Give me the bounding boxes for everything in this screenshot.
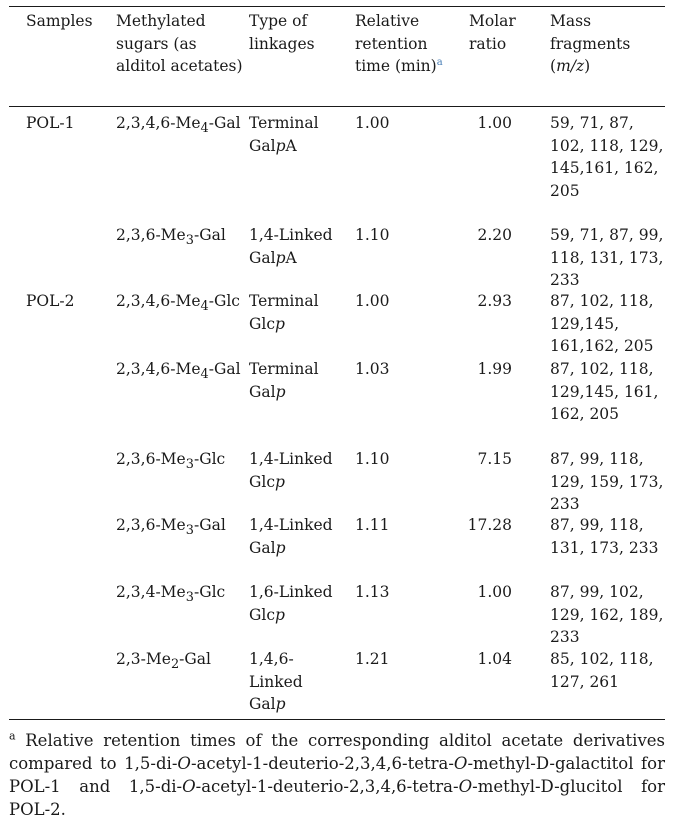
row-methylated-sugar: 2,3,4,6-Me4-Glc xyxy=(116,292,240,315)
row-methylated-sugar: 2,3,4,6-Me4-Gal xyxy=(116,114,241,137)
row-methylated-sugar: 2,3-Me2-Gal xyxy=(116,650,211,673)
header-molar-ratio: Molar ratio xyxy=(469,12,516,53)
row-linkage-type: Terminal Glcp xyxy=(249,292,319,333)
row-sample: POL-2 xyxy=(26,292,75,310)
bottom-rule xyxy=(9,719,665,720)
row-molar-ratio: 1.99 xyxy=(477,360,512,378)
row-mass-fragments: 59, 71, 87, 102, 118, 129, 145,161, 162,… xyxy=(550,114,664,200)
footnote-mark: a xyxy=(9,729,16,743)
row-retention-time: 1.13 xyxy=(355,583,390,601)
row-linkage-type: 1,6-Linked Glcp xyxy=(249,583,333,624)
row-molar-ratio: 2.20 xyxy=(477,226,512,244)
row-methylated-sugar: 2,3,6-Me3-Gal xyxy=(116,516,226,539)
row-linkage-type: Terminal GalpA xyxy=(249,114,319,155)
row-mass-fragments: 87, 102, 118, 129,145, 161, 162, 205 xyxy=(550,360,659,423)
top-rule xyxy=(9,6,665,7)
row-molar-ratio: 7.15 xyxy=(477,450,512,468)
row-retention-time: 1.00 xyxy=(355,114,390,132)
row-linkage-type: Terminal Galp xyxy=(249,360,319,401)
row-molar-ratio: 2.93 xyxy=(477,292,512,310)
row-retention-time: 1.21 xyxy=(355,650,390,668)
row-retention-time: 1.10 xyxy=(355,226,390,244)
row-retention-time: 1.11 xyxy=(355,516,390,534)
row-linkage-type: 1,4,6-Linked Galp xyxy=(249,650,303,713)
row-retention-time: 1.10 xyxy=(355,450,390,468)
row-molar-ratio: 1.04 xyxy=(477,650,512,668)
row-methylated-sugar: 2,3,6-Me3-Glc xyxy=(116,450,226,473)
row-methylated-sugar: 2,3,6-Me3-Gal xyxy=(116,226,226,249)
row-mass-fragments: 87, 99, 118, 131, 173, 233 xyxy=(550,516,659,557)
row-mass-fragments: 87, 99, 118, 129, 159, 173, 233 xyxy=(550,450,664,513)
row-molar-ratio: 1.00 xyxy=(477,583,512,601)
row-mass-fragments: 87, 99, 102, 129, 162, 189, 233 xyxy=(550,583,664,646)
header-rule xyxy=(9,106,665,107)
row-retention-time: 1.03 xyxy=(355,360,390,378)
row-molar-ratio: 1.00 xyxy=(477,114,512,132)
row-linkage-type: 1,4-Linked Glcp xyxy=(249,450,333,491)
row-retention-time: 1.00 xyxy=(355,292,390,310)
header-linkage-type: Type of linkages xyxy=(249,12,315,53)
row-methylated-sugar: 2,3,4,6-Me4-Gal xyxy=(116,360,241,383)
header-samples: Samples xyxy=(26,12,93,30)
row-mass-fragments: 85, 102, 118, 127, 261 xyxy=(550,650,654,691)
row-linkage-type: 1,4-Linked Galp xyxy=(249,516,333,557)
row-mass-fragments: 59, 71, 87, 99, 118, 131, 173, 233 xyxy=(550,226,664,289)
row-methylated-sugar: 2,3,4-Me3-Glc xyxy=(116,583,226,606)
retention-footnote-mark: a xyxy=(436,56,443,68)
row-sample: POL-1 xyxy=(26,114,75,132)
table-footnote: a Relative retention times of the corres… xyxy=(9,729,666,820)
header-methylated-sugars: Methylated sugars (as alditol acetates) xyxy=(116,12,243,75)
row-linkage-type: 1,4-Linked GalpA xyxy=(249,226,333,267)
row-mass-fragments: 87, 102, 118, 129,145, 161,162, 205 xyxy=(550,292,654,355)
header-mass-fragments: Mass fragments (m/z) xyxy=(550,12,631,75)
header-retention-time: Relative retention time (min)a xyxy=(355,12,443,75)
row-molar-ratio: 17.28 xyxy=(467,516,512,534)
